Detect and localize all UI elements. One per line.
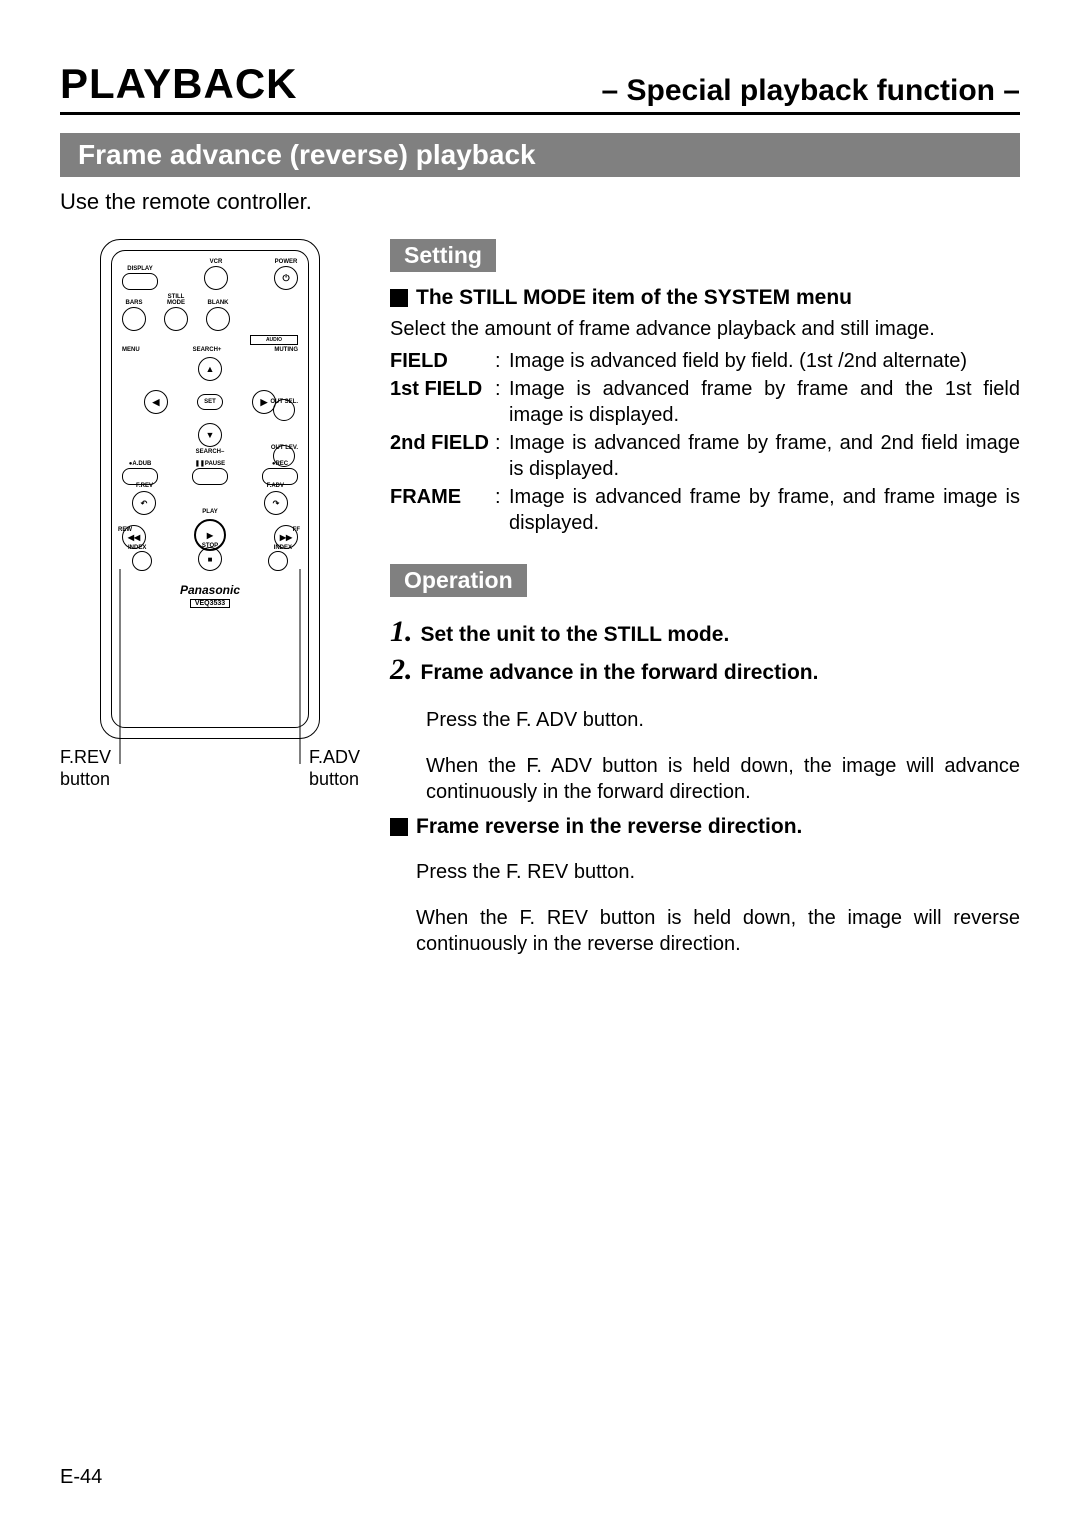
up-button: ▲ (198, 357, 222, 381)
subheader: Frame advance (reverse) playback (60, 133, 1020, 177)
bars-button (122, 307, 146, 331)
op-step: 2. Frame advance in the forward directio… (390, 653, 1020, 687)
index-label-1: INDEX (128, 545, 146, 551)
pause-label: ❚❚PAUSE (195, 461, 225, 467)
vcr-label: VCR (210, 259, 223, 265)
index-minus-button (132, 551, 152, 571)
brand-label: Panasonic (122, 583, 298, 597)
display-button (122, 273, 158, 290)
text-column: Setting The STILL MODE item of the SYSTE… (390, 239, 1020, 967)
left-button: ◀ (144, 390, 168, 414)
setting-intro: Select the amount of frame advance playb… (390, 316, 1020, 342)
blank-button (206, 307, 230, 331)
frev-label: F.REV (136, 483, 153, 489)
header-right: – Special playback function – (602, 74, 1020, 108)
intro-text: Use the remote controller. (60, 189, 1020, 215)
def-desc: Image is advanced frame by frame, and fr… (509, 484, 1020, 536)
sub-body: When the F. REV button is held down, the… (416, 905, 1020, 957)
step-body: When the F. ADV button is held down, the… (426, 753, 1020, 805)
operation-tag: Operation (390, 564, 527, 597)
search-minus-label: SEARCH– (196, 449, 225, 455)
header-left: PLAYBACK (60, 60, 297, 108)
frev-button: ↶ (132, 491, 156, 515)
step-body: Press the F. ADV button. (426, 707, 1020, 733)
remote-column: DISPLAY VCR POWER⏻ BARS STILL MODE BLANK… (60, 239, 360, 790)
def-term: 2nd FIELD (390, 430, 495, 482)
model-label: VEQ3533 (190, 599, 230, 608)
power-label: POWER (275, 259, 298, 265)
display-label: DISPLAY (127, 266, 152, 272)
op-step: 1. Set the unit to the STILL mode. (390, 615, 1020, 649)
def-desc: Image is advanced field by field. (1st /… (509, 348, 1020, 374)
play-label: PLAY (202, 509, 217, 515)
blank-label: BLANK (208, 300, 229, 306)
out-sel-button (273, 399, 295, 421)
frev-callout: F.REV button (60, 747, 111, 790)
setting-tag: Setting (390, 239, 496, 272)
power-button: ⏻ (274, 266, 298, 290)
step-num: 1. (390, 615, 413, 649)
menu-label: MENU (122, 347, 140, 353)
def-row: FIELD : Image is advanced field by field… (390, 348, 1020, 374)
pause-button (192, 468, 228, 485)
stop-button: ■ (198, 547, 222, 571)
adub-label: ●A.DUB (129, 461, 152, 467)
def-desc: Image is advanced frame by frame and the… (509, 376, 1020, 428)
def-row: 2nd FIELD : Image is advanced frame by f… (390, 430, 1020, 482)
still-mode-label: STILL MODE (167, 294, 185, 306)
transport-controls: F.REV F.ADV PLAY ↶ ↷ ▶ REW FF ◀◀ ▶▶ STOP… (122, 491, 298, 571)
remote-outline: DISPLAY VCR POWER⏻ BARS STILL MODE BLANK… (100, 239, 320, 739)
down-button: ▼ (198, 423, 222, 447)
fadv-label: F.ADV (267, 483, 284, 489)
page-number: E-44 (60, 1466, 102, 1489)
def-term: 1st FIELD (390, 376, 495, 428)
bars-label: BARS (125, 300, 142, 306)
def-desc: Image is advanced frame by frame, and 2n… (509, 430, 1020, 482)
set-button: SET (197, 394, 223, 410)
step-num: 2. (390, 653, 413, 687)
vcr-button (204, 266, 228, 290)
fadv-button: ↷ (264, 491, 288, 515)
def-term: FRAME (390, 484, 495, 536)
def-term: FIELD (390, 348, 495, 374)
step-title: Frame advance in the forward direction. (421, 661, 819, 685)
still-mode-button (164, 307, 188, 331)
step-title: Set the unit to the STILL mode. (421, 623, 730, 647)
nav-pad: ▲ ▼ ◀ ▶ SET OUT SEL. OUT LEV. SEARCH– (122, 357, 298, 447)
def-row: FRAME : Image is advanced frame by frame… (390, 484, 1020, 536)
def-row: 1st FIELD : Image is advanced frame by f… (390, 376, 1020, 428)
sub-body: Press the F. REV button. (416, 859, 1020, 885)
page-header: PLAYBACK – Special playback function – (60, 60, 1020, 115)
index-plus-button (268, 551, 288, 571)
audio-label: AUDIO (250, 335, 298, 345)
sub-heading: Frame reverse in the reverse direction. (390, 815, 1020, 839)
muting-label: MUTING (274, 347, 298, 353)
search-plus-label: SEARCH+ (193, 347, 222, 353)
fadv-callout: F.ADV button (309, 747, 360, 790)
setting-heading: The STILL MODE item of the SYSTEM menu (390, 286, 1020, 310)
